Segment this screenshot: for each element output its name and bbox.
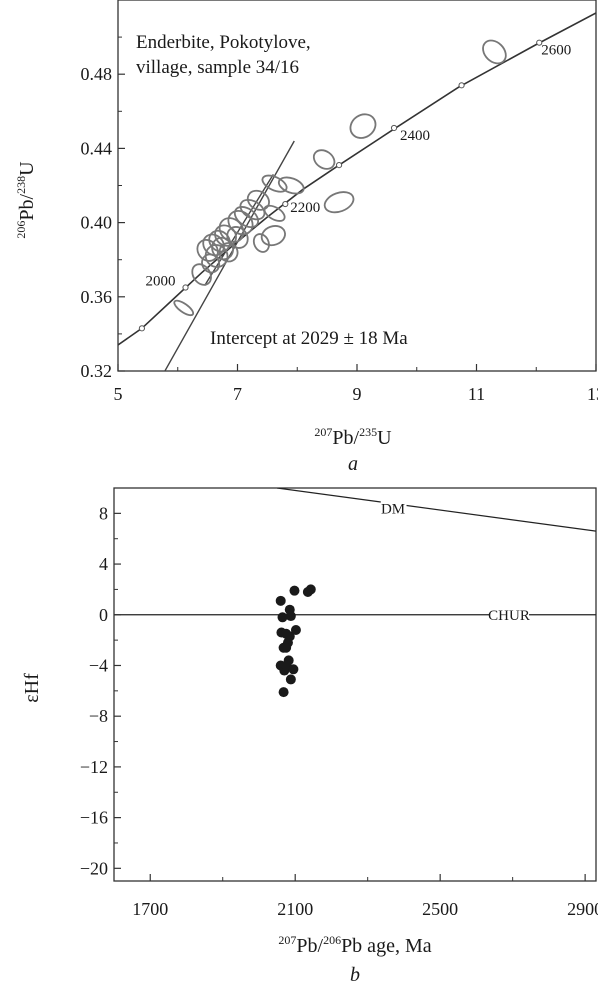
concordia-age-marker [335, 161, 343, 169]
y-tick-label: −20 [80, 858, 108, 878]
y-tick-label: −8 [89, 706, 108, 726]
x-tick-label: 7 [233, 384, 242, 404]
panel-a-y-axis-label: 206Pb/238U [14, 161, 38, 239]
y-tick-label: 4 [99, 554, 108, 574]
epsilon-hf-data-point [290, 624, 301, 635]
x-tick-label: 2900 [567, 899, 598, 919]
y-tick-label: 0.36 [81, 287, 113, 307]
discordia-line [204, 174, 274, 287]
y-tick-label: 0.32 [81, 361, 113, 381]
x-tick-label: 11 [468, 384, 485, 404]
error-ellipse [191, 263, 212, 286]
y-tick-label: 0.40 [81, 213, 113, 233]
concordia-age-label: 2000 [146, 274, 176, 290]
panel-a-x-axis-label: 207Pb/235U [314, 425, 392, 449]
error-ellipse [173, 299, 195, 317]
dm-reference-line [277, 488, 381, 503]
epsilon-hf-data-point [285, 674, 296, 685]
panel-a-data-layer: 2000 2200 2400 2600 [118, 12, 596, 371]
concordia-age-marker [182, 284, 189, 291]
y-tick-label: 8 [99, 503, 108, 523]
epsilon-hf-data-point [284, 631, 295, 642]
error-ellipse [252, 233, 270, 253]
error-ellipse [263, 204, 286, 222]
epsilon-hf-data-point [281, 642, 292, 653]
error-ellipse [277, 176, 305, 195]
epsilon-hf-data-point [285, 611, 296, 622]
error-ellipse [349, 113, 377, 139]
y-tick-label: −12 [80, 757, 108, 777]
error-ellipse [323, 191, 355, 214]
x-tick-label: 2100 [277, 899, 313, 919]
x-tick-label: 5 [114, 384, 123, 404]
concordia-age-marker [458, 82, 465, 89]
error-ellipse [482, 39, 507, 65]
panel-b-data-layer: DM CHUR [114, 488, 596, 698]
y-tick-label: 0 [99, 605, 108, 625]
error-ellipse [261, 174, 288, 193]
error-ellipse [312, 149, 336, 170]
panel-b-plot-frame [113, 487, 597, 882]
panel-b-label: b [350, 964, 360, 986]
concordia-age-label: 2200 [290, 200, 320, 216]
panel-b-x-axis-label: 207Pb/206Pb age, Ma [278, 933, 431, 957]
panel-b-y-axis-label: εHf [21, 673, 43, 703]
panel-a-concordia-plot: 2000 2200 2400 2600 5 7 9 11 13 0.32 0.36 0.40 0.44… [14, 0, 598, 475]
x-tick-label: 2500 [422, 899, 458, 919]
y-tick-label: 0.44 [81, 138, 113, 158]
error-ellipse [227, 209, 254, 236]
error-ellipse [239, 198, 266, 221]
chur-line-label: CHUR [488, 608, 530, 624]
error-ellipse [204, 244, 229, 268]
concordia-age-label: 2400 [400, 128, 430, 144]
error-ellipse [233, 206, 260, 229]
concordia-age-marker [282, 200, 289, 208]
error-ellipse [260, 225, 286, 247]
concordia-age-label: 2600 [541, 43, 571, 59]
x-tick-label: 1700 [132, 899, 168, 919]
error-ellipse [226, 226, 249, 249]
panel-b-axis-ticks: 1700 2100 2500 2900 8 4 0 −4 −8 −12 −16 −20 [80, 503, 598, 919]
epsilon-hf-data-point [278, 687, 289, 698]
panel-a-axis-ticks: 5 7 9 11 13 0.32 0.36 0.40 0.44 0.48 [81, 36, 598, 404]
dm-reference-line [406, 504, 596, 532]
epsilon-hf-data-point [275, 595, 286, 606]
panel-a-title-line-1: Enderbite, Pokotylove, [136, 32, 311, 53]
y-tick-label: 0.48 [81, 64, 113, 84]
dm-line-label: DM [381, 501, 405, 517]
epsilon-hf-data-point [277, 612, 288, 623]
concordia-age-marker [536, 39, 543, 46]
y-tick-label: −4 [89, 655, 108, 675]
x-tick-label: 9 [353, 384, 362, 404]
y-tick-label: −16 [80, 808, 108, 828]
panel-a-label: a [348, 453, 358, 475]
epsilon-hf-data-point [289, 585, 300, 596]
x-tick-label: 13 [587, 384, 598, 404]
concordia-age-marker [390, 124, 398, 132]
panel-a-title-line-2: village, sample 34/16 [136, 57, 299, 78]
error-ellipse [246, 189, 270, 211]
panel-a-intercept-annotation: Intercept at 2029 ± 18 Ma [210, 328, 408, 349]
epsilon-hf-data-point [305, 584, 316, 595]
epsilon-hf-data-point [288, 664, 299, 675]
concordia-age-marker [138, 325, 145, 332]
